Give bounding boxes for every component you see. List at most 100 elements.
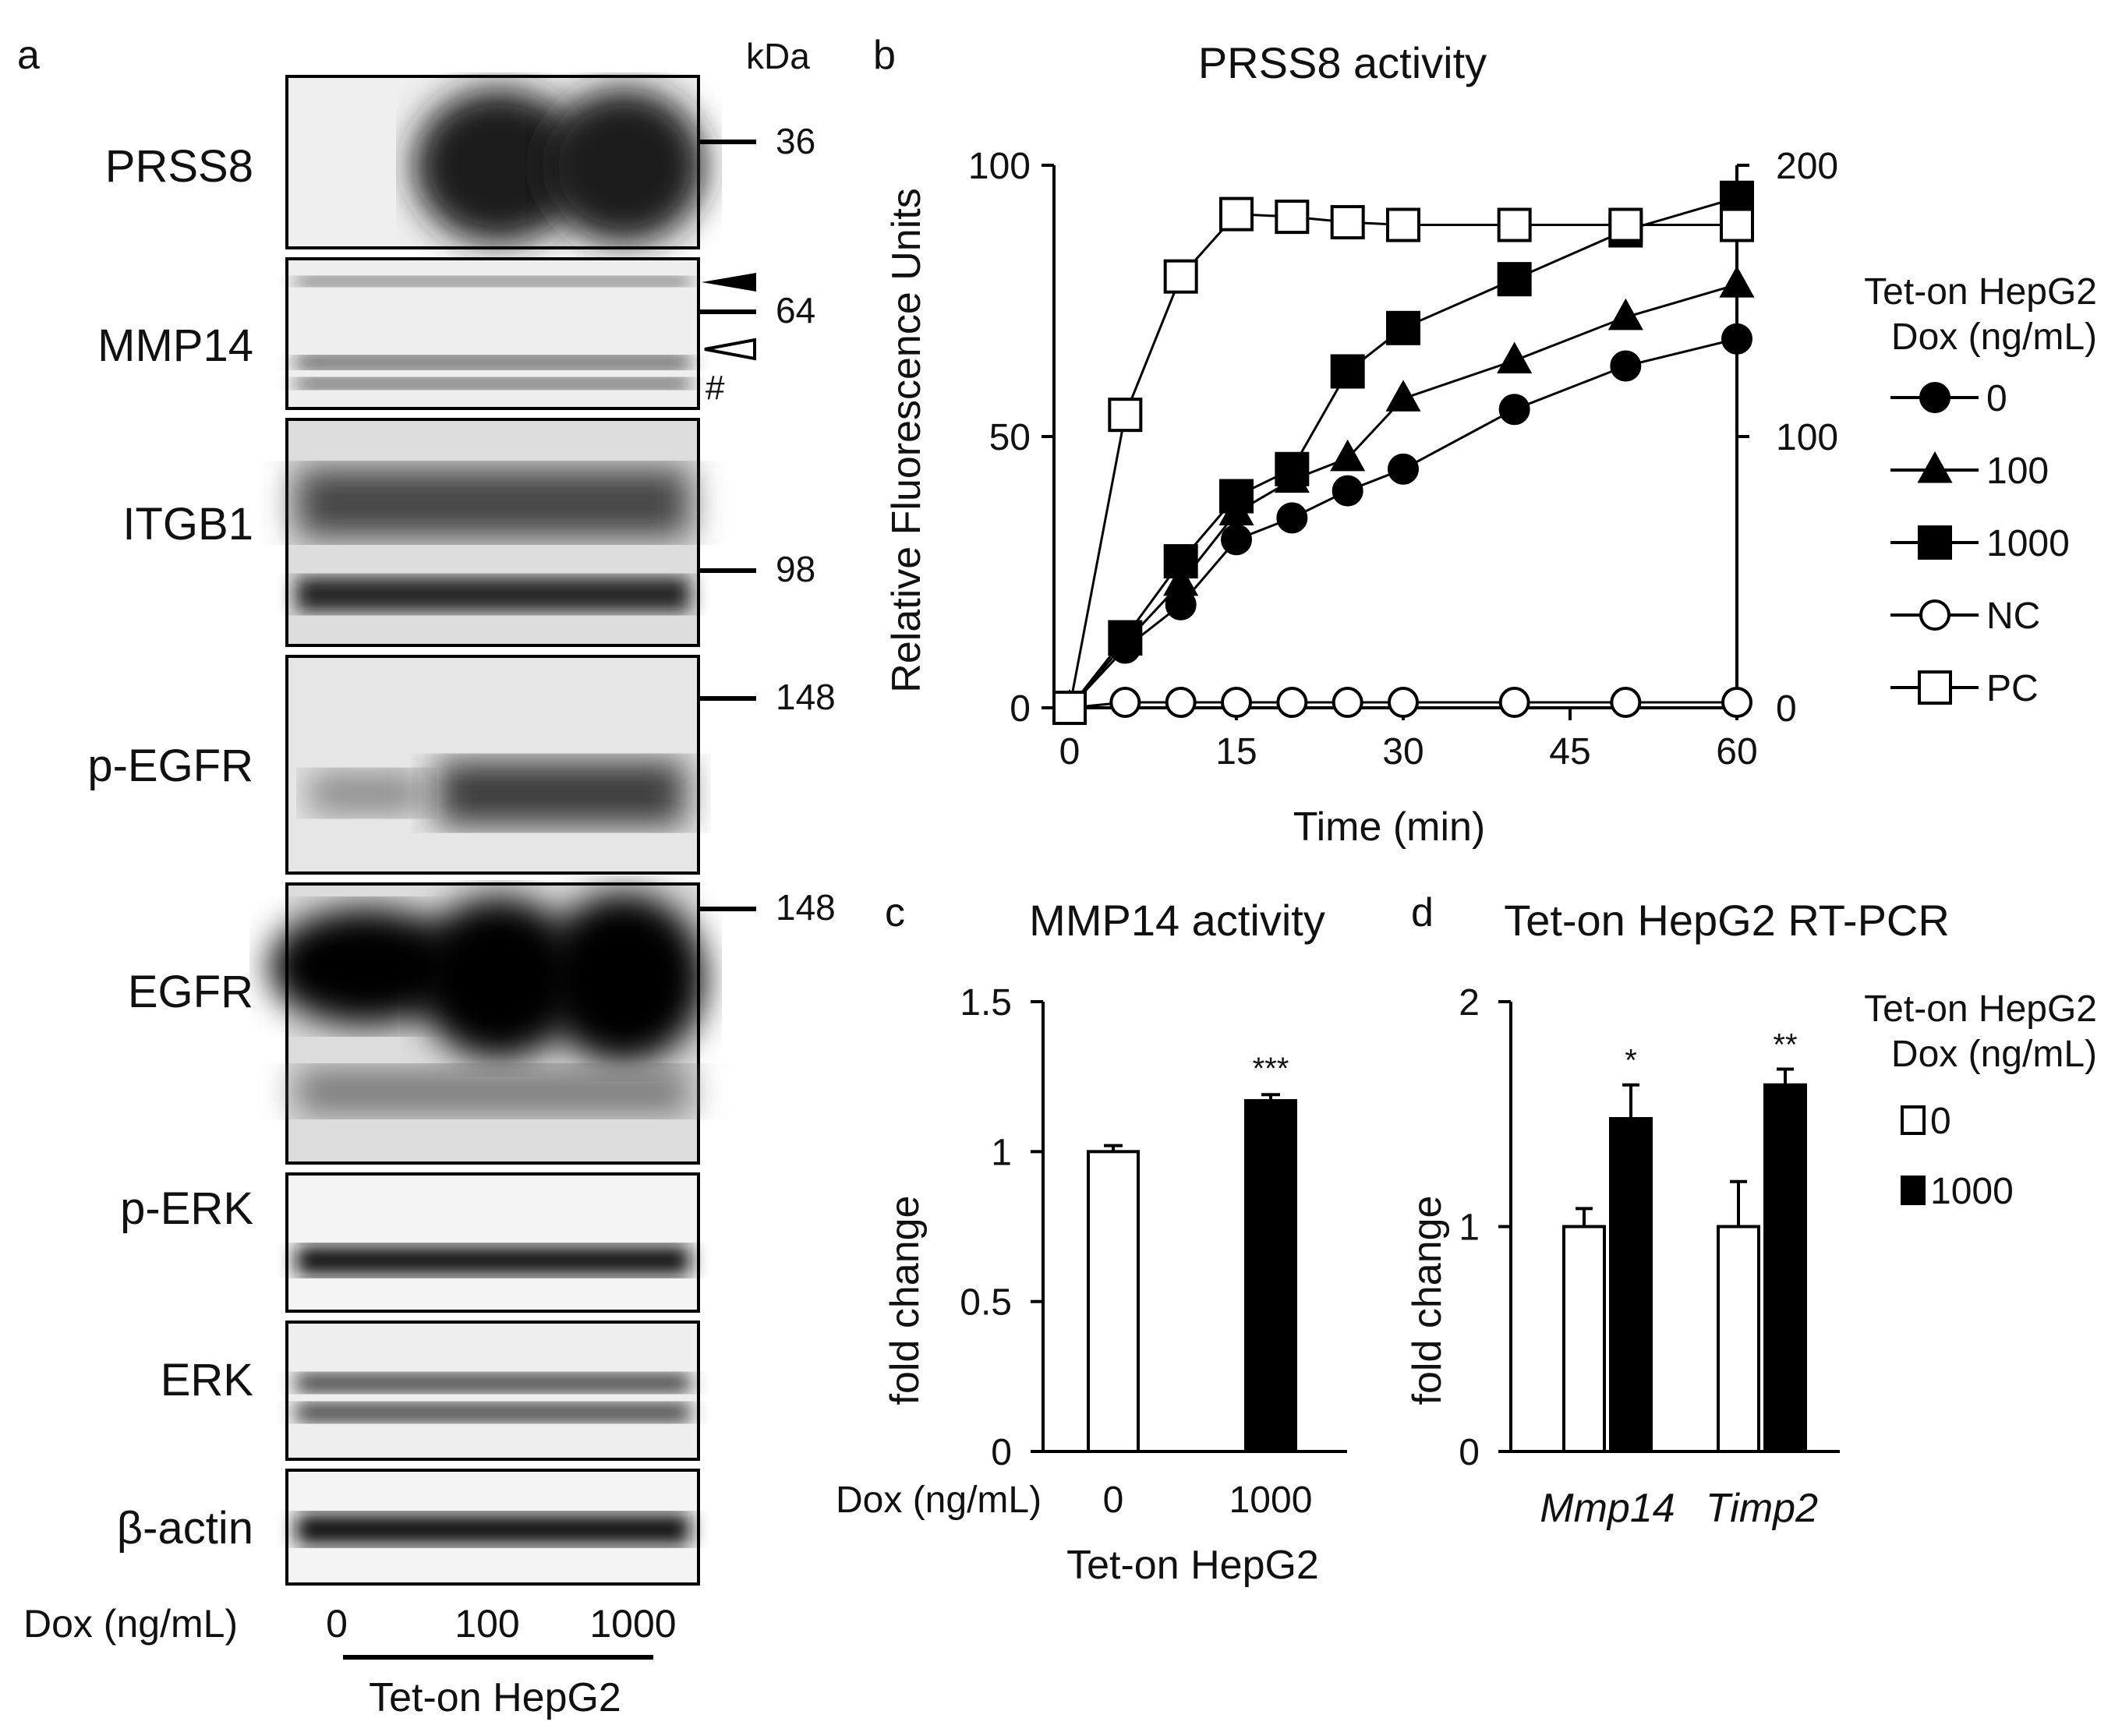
blot-label-itgb1: ITGB1 xyxy=(122,499,253,550)
chart-b-point-100 xyxy=(1497,341,1533,374)
blot-band xyxy=(413,88,585,244)
chart-b-xtick-label: 45 xyxy=(1549,731,1590,773)
chart-d-title: Tet-on HepG2 RT-PCR xyxy=(1504,896,1950,945)
chart-b-point-1000 xyxy=(1386,310,1420,345)
chart-b-point-nc xyxy=(1498,687,1530,719)
blot-band xyxy=(296,1403,690,1422)
chart-b-point-1000 xyxy=(1497,262,1532,297)
chart-b-series-line-nc xyxy=(1069,701,1737,709)
chart-b-point-1000 xyxy=(1108,620,1143,655)
blot-p-erk: p-ERK xyxy=(120,1172,700,1313)
blot-label-beta-actin: β-actin xyxy=(117,1503,253,1554)
blot-egfr: EGFR xyxy=(128,882,706,1165)
legend-label-0: 0 xyxy=(1986,378,2007,419)
chart-d-legend: 0 1000 xyxy=(1901,1101,2014,1212)
blot-label-mmp14: MMP14 xyxy=(97,320,253,371)
blot-p-egfr: p-EGFR xyxy=(87,655,700,875)
legend-marker-1000 xyxy=(1918,525,1952,560)
blot-erk: ERK xyxy=(161,1321,700,1461)
chart-b-point-100 xyxy=(1163,564,1199,596)
chart-c-xgroup-label: Tet-on HepG2 xyxy=(1066,1543,1319,1588)
chart-b-xtick-label: 60 xyxy=(1716,731,1757,773)
chart-b-point-pc xyxy=(1275,200,1310,235)
chart-b-point-pc xyxy=(1219,196,1254,232)
chart-b-point-pc xyxy=(1163,259,1198,294)
chart-d-bar-timp2-1000 xyxy=(1763,1083,1807,1453)
chart-b-series-line-0 xyxy=(1068,338,1738,709)
chart-b-point-pc xyxy=(1330,205,1365,240)
chart-b-y2tick-label: 0 xyxy=(1776,688,1797,730)
chart-d-significance: * xyxy=(1625,1044,1637,1078)
panel-a: a kDa PRSS8 MMP14 # ITGB1 xyxy=(17,33,836,1720)
chart-b-point-100 xyxy=(1719,266,1755,298)
chart-b-series-line-100 xyxy=(1068,283,1738,709)
chart-d-bar-mmp14-0 xyxy=(1562,1225,1606,1453)
chart-b-series-line-pc xyxy=(1068,213,1737,709)
blot-label-erk: ERK xyxy=(161,1355,254,1405)
blot-band xyxy=(542,893,706,1064)
chart-b-point-100 xyxy=(1330,439,1366,472)
legend-marker-nc xyxy=(1919,599,1950,631)
blot-prss8: PRSS8 xyxy=(105,75,706,249)
mw-markers: 36 64 98 148 148 xyxy=(700,121,836,928)
chart-c-dox-label: Dox (ng/mL) xyxy=(836,1480,1042,1521)
chart-b-y2tick-label: 200 xyxy=(1776,146,1838,187)
blot-band xyxy=(296,577,690,612)
chart-b-ytick-label: 0 xyxy=(1010,688,1031,730)
panel-b-letter: b xyxy=(873,33,896,78)
chart-b-point-pc xyxy=(1720,207,1754,242)
chart-b-point-nc xyxy=(1276,687,1308,719)
chart-b-legend-title-1: Tet-on HepG2 xyxy=(1864,271,2097,313)
legend-label-nc: NC xyxy=(1986,596,2040,637)
chart-c-ytick-label: 0 xyxy=(991,1432,1012,1473)
chart-b-point-100 xyxy=(1607,298,1643,331)
chart-b-point-nc xyxy=(1109,687,1141,719)
panel-d-letter: d xyxy=(1411,890,1434,935)
chart-b-xtick-label: 15 xyxy=(1215,731,1257,773)
blot-band xyxy=(296,356,690,369)
chart-b-point-1000 xyxy=(1163,544,1198,579)
legend-marker-100 xyxy=(1917,451,1953,483)
chart-c-category-label: 0 xyxy=(1103,1480,1124,1521)
chart-b-point-100 xyxy=(1385,380,1421,412)
legend-label-1000: 1000 xyxy=(1930,1171,2014,1212)
panel-a-letter: a xyxy=(17,33,40,78)
dose-0: 0 xyxy=(326,1602,348,1646)
legend-label-1000: 1000 xyxy=(1986,523,2070,564)
chart-b-plot-area: 0 50 100 0 100 200 0 15 30 45 60 xyxy=(968,146,1838,773)
blot-band xyxy=(296,1246,690,1275)
mw-marker-64: 64 xyxy=(776,290,815,331)
legend-label-100: 100 xyxy=(1986,451,2049,492)
chart-b-ytick-label: 100 xyxy=(968,146,1031,187)
chart-b-point-0 xyxy=(1610,350,1642,382)
mw-marker-98: 98 xyxy=(776,549,815,589)
chart-d-category-label: Mmp14 xyxy=(1540,1486,1675,1531)
panel-c: c MMP14 activity 0 0.5 1 1.5 0 *** 1000 fold c… xyxy=(836,890,1347,1588)
hash-symbol: # xyxy=(706,369,725,407)
chart-d-bar-mmp14-1000 xyxy=(1609,1117,1653,1454)
legend-marker-0 xyxy=(1919,382,1950,413)
blot-label-prss8: PRSS8 xyxy=(105,141,253,192)
panel-c-letter: c xyxy=(885,890,905,935)
chart-b-ylabel: Relative Fluorescence Units xyxy=(884,188,929,692)
blot-band xyxy=(296,277,690,286)
chart-c-category-label: 1000 xyxy=(1229,1480,1313,1521)
chart-d-ytick-label: 0 xyxy=(1459,1432,1480,1473)
blot-beta-actin: β-actin xyxy=(117,1469,700,1586)
chart-b-point-0 xyxy=(1388,453,1419,485)
chart-b-point-pc xyxy=(1497,207,1532,242)
chart-b-point-1000 xyxy=(1219,479,1254,514)
chart-d-legend-title-2: Dox (ng/mL) xyxy=(1891,1034,2097,1075)
blot-band xyxy=(437,760,686,826)
blot-band xyxy=(269,908,464,1025)
chart-c-title: MMP14 activity xyxy=(1029,896,1325,945)
chart-c-ylabel: fold change xyxy=(882,1196,928,1405)
chart-b-point-nc xyxy=(1610,687,1642,719)
chart-d-ytick-label: 1 xyxy=(1459,1207,1480,1249)
blot-band xyxy=(296,468,690,538)
chart-b-legend: 0 100 1000 NC PC xyxy=(1890,378,2070,709)
blot-label-p-erk: p-ERK xyxy=(120,1183,253,1234)
chart-b-ytick-label: 50 xyxy=(989,417,1031,458)
chart-b-point-nc xyxy=(1721,687,1752,719)
